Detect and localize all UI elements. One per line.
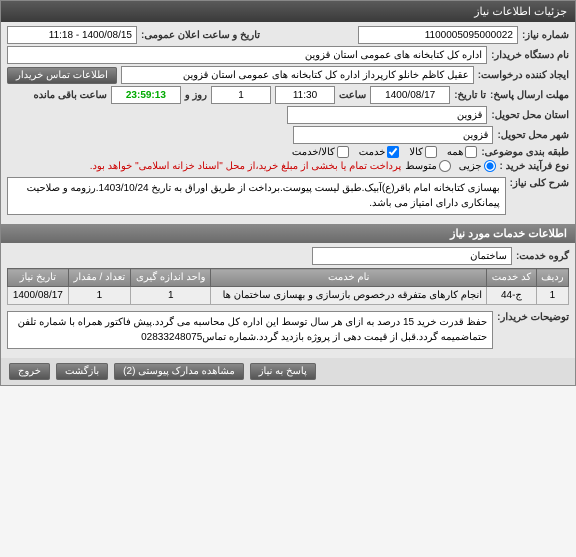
purchase-type-note: پرداخت تمام یا بخشی از مبلغ خرید،از محل … (90, 161, 402, 172)
until-label: تا تاریخ: (454, 90, 486, 101)
keywords-label: شرح کلی نیاز: (510, 174, 569, 189)
buyer-notes: حفظ قدرت خرید 15 درصد به ازای هر سال توس… (7, 311, 493, 349)
buyer-label: نام دستگاه خریدار: (491, 50, 569, 61)
pt-minor-radio[interactable] (484, 160, 496, 172)
category-group: همه کالا خدمت کالا/خدمت (292, 146, 477, 158)
remaining-label: ساعت باقی مانده (33, 90, 106, 101)
td-row: 1 (536, 287, 568, 305)
purchase-type-label: نوع فرآیند خرید : (500, 161, 569, 172)
th-unit: واحد اندازه گیری (131, 269, 211, 287)
th-name: نام خدمت (211, 269, 487, 287)
th-code: کد خدمت (487, 269, 537, 287)
keywords-text: بهسازی کتابخانه امام باقر(ع)آبیک.طبق لیس… (7, 177, 506, 215)
footer-bar: خروج بازگشت مشاهده مدارک پیوستی (2) پاسخ… (1, 358, 575, 385)
cat-service-checkbox[interactable] (387, 146, 399, 158)
td-unit: 1 (131, 287, 211, 305)
cat-all-checkbox[interactable] (465, 146, 477, 158)
time-label: ساعت (339, 90, 366, 101)
deadline-label: مهلت ارسال پاسخ: (490, 90, 569, 101)
td-date: 1400/08/17 (8, 287, 69, 305)
td-name: انجام کارهای متفرقه درخصوص بازسازی و بهس… (211, 287, 487, 305)
services-table: ردیف کد خدمت نام خدمت واحد اندازه گیری ت… (7, 268, 569, 305)
exit-button[interactable]: خروج (9, 363, 50, 380)
th-date: تاریخ نیاز (8, 269, 69, 287)
window-title: جزئیات اطلاعات نیاز (474, 6, 567, 18)
days-label: روز و (185, 90, 207, 101)
contact-button[interactable]: اطلاعات تماس خریدار (7, 67, 117, 84)
buyer-field: اداره کل کتابخانه های عمومی استان قزوین (7, 46, 487, 64)
pt-medium-radio[interactable] (439, 160, 451, 172)
city-field: قزوین (293, 126, 493, 144)
buyer-notes-label: توضیحات خریدار: (497, 308, 569, 323)
city-label: شهر محل تحویل: (497, 130, 569, 141)
main-form: شماره نیاز: 1100005095000022 تاریخ و ساع… (1, 22, 575, 224)
back-button[interactable]: بازگشت (56, 363, 108, 380)
purchase-type-group: جزیی متوسط (405, 160, 495, 172)
need-number-label: شماره نیاز: (522, 30, 569, 41)
province-field: قزوین (287, 106, 487, 124)
cat-goods-checkbox[interactable] (425, 146, 437, 158)
th-qty: تعداد / مقدار (68, 269, 130, 287)
deadline-time: 11:30 (275, 86, 335, 104)
announce-label: تاریخ و ساعت اعلان عمومی: (141, 30, 260, 41)
group-label: گروه خدمت: (516, 251, 569, 262)
td-code: ج-44 (487, 287, 537, 305)
days-remaining: 1 (211, 86, 271, 104)
table-header-row: ردیف کد خدمت نام خدمت واحد اندازه گیری ت… (8, 269, 569, 287)
th-row: ردیف (536, 269, 568, 287)
countdown: 23:59:13 (111, 86, 181, 104)
attachments-button[interactable]: مشاهده مدارک پیوستی (2) (114, 363, 244, 380)
province-label: استان محل تحویل: (491, 110, 569, 121)
details-window: جزئیات اطلاعات نیاز شماره نیاز: 11000050… (0, 0, 576, 386)
creator-label: ایجاد کننده درخواست: (478, 70, 569, 81)
creator-field: عقیل کاظم خانلو کارپرداز اداره کل کتابخا… (121, 66, 474, 84)
services-header: اطلاعات خدمات مورد نیاز (1, 224, 575, 243)
table-row[interactable]: 1 ج-44 انجام کارهای متفرقه درخصوص بازساز… (8, 287, 569, 305)
reply-button[interactable]: پاسخ به نیاز (250, 363, 316, 380)
group-field: ساختمان (312, 247, 512, 265)
td-qty: 1 (68, 287, 130, 305)
cat-both-checkbox[interactable] (337, 146, 349, 158)
category-label: طبقه بندی موضوعی: (481, 147, 569, 158)
need-number-field: 1100005095000022 (358, 26, 518, 44)
window-title-bar: جزئیات اطلاعات نیاز (1, 1, 575, 22)
announce-field: 1400/08/15 - 11:18 (7, 26, 137, 44)
deadline-date: 1400/08/17 (370, 86, 450, 104)
